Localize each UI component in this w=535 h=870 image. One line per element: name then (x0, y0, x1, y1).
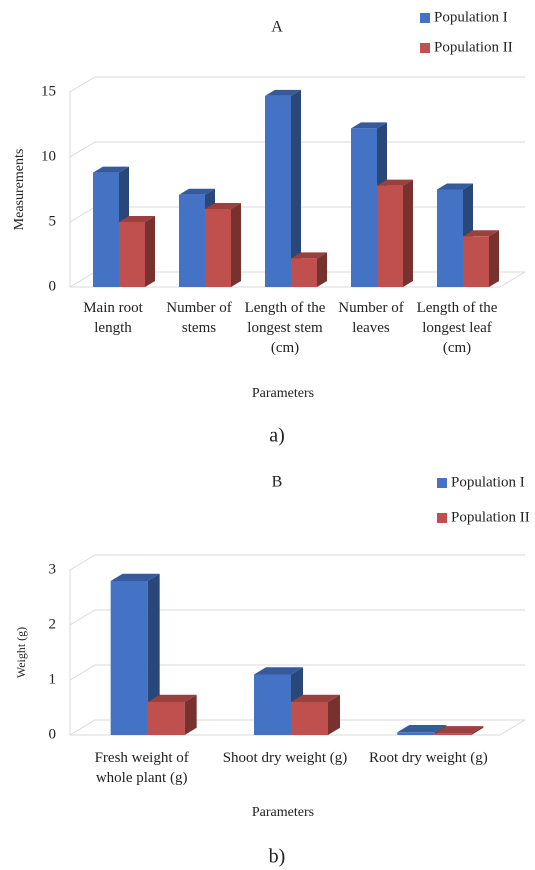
legend-label: Population II (451, 509, 530, 525)
y-axis-label: Weight (g) (14, 627, 28, 678)
bar (291, 694, 340, 735)
y-axis-label: Measurements (12, 149, 27, 231)
bar (147, 694, 197, 735)
grid-line (69, 76, 525, 93)
bar (434, 726, 484, 735)
bar-top (265, 89, 301, 96)
grid-line (69, 609, 525, 626)
x-tick-label: Length of the longest leaf (cm) (416, 300, 498, 356)
floor-line (499, 271, 526, 288)
y-tick-label: 5 (49, 213, 57, 229)
bar-front (147, 702, 185, 735)
floor-line (499, 719, 526, 736)
bar-front (110, 581, 148, 735)
legend-swatch (437, 513, 447, 523)
bar-front (254, 674, 291, 735)
bar-side (291, 89, 301, 288)
y-tick-label: 15 (41, 83, 56, 99)
bar-front (291, 258, 317, 287)
y-tick-label: 2 (49, 616, 57, 632)
x-axis-label: Parameters (252, 386, 314, 401)
bar-top (291, 694, 340, 702)
legend-label: Population II (434, 39, 513, 55)
bar-side (328, 694, 340, 735)
bar-side (471, 726, 484, 735)
legend-swatch (420, 43, 430, 53)
bar-top (205, 203, 241, 209)
bar (377, 179, 413, 287)
bar-side (489, 230, 499, 287)
bar-front (437, 189, 463, 287)
caption: a) (269, 425, 285, 447)
grid-line (69, 719, 525, 736)
y-tick-label: 10 (41, 148, 56, 164)
bar (119, 216, 155, 287)
bar-top (254, 667, 303, 675)
bar-side (403, 179, 413, 287)
x-tick-label: Length of the longest stem (cm) (244, 300, 326, 356)
bar-front (119, 222, 145, 287)
x-tick-label: Number of stems (166, 300, 232, 336)
bar-top (351, 122, 387, 129)
bar (110, 573, 160, 735)
bar-top (179, 188, 215, 195)
bar-top (110, 573, 160, 581)
bar-front (291, 702, 328, 735)
legend-swatch (437, 478, 447, 488)
bar-front (351, 128, 377, 287)
grid-line (69, 664, 525, 681)
y-tick-label: 1 (49, 671, 57, 687)
bar (265, 89, 301, 288)
x-tick-label: Number of leaves (338, 300, 404, 336)
grid-line (69, 554, 525, 571)
bar-front (463, 236, 489, 287)
chart-title: B (272, 474, 283, 491)
x-tick-label: Root dry weight (g) (368, 750, 488, 766)
x-tick-label: Main root length (83, 300, 143, 336)
legend-swatch (420, 13, 430, 23)
bar-side (231, 203, 241, 287)
bar-front (397, 732, 435, 735)
y-tick-label: 0 (49, 278, 57, 294)
bar-top (93, 166, 129, 173)
x-tick-label: Fresh weight of whole plant (g) (94, 750, 189, 786)
bar-side (145, 216, 155, 287)
bar-top (377, 179, 413, 186)
bar-side (147, 573, 160, 735)
legend-label: Population I (451, 474, 525, 490)
legend-label: Population I (434, 9, 508, 25)
bar-side (317, 252, 327, 287)
bar-top (463, 230, 499, 237)
bar-top (434, 726, 484, 734)
bar-top (437, 183, 473, 190)
bar-front (434, 733, 472, 735)
bar-top (397, 725, 447, 733)
y-tick-label: 0 (49, 726, 57, 742)
chart-title: A (271, 19, 283, 36)
bar-front (377, 185, 403, 287)
bar (205, 203, 241, 287)
x-axis-label: Parameters (252, 805, 314, 820)
x-tick-label: Shoot dry weight (g) (222, 750, 348, 766)
bar (291, 252, 327, 287)
caption: b) (269, 846, 286, 868)
bar-front (205, 209, 231, 287)
bar-front (179, 194, 205, 287)
bar (463, 230, 499, 287)
bar-side (184, 694, 197, 735)
bar-top (147, 694, 197, 702)
bar-front (93, 172, 119, 287)
bar-front (265, 95, 291, 288)
y-tick-label: 3 (49, 561, 57, 577)
bar-top (291, 252, 327, 259)
bar-top (119, 216, 155, 222)
